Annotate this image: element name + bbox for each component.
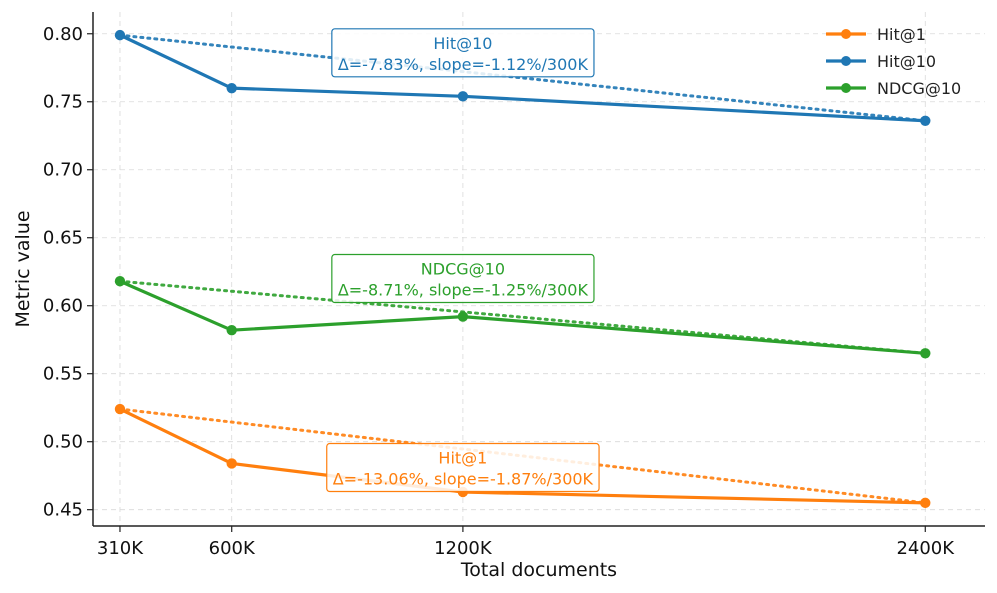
annotation-box	[331, 253, 595, 304]
x-tick-label: 310K	[97, 538, 144, 559]
annotation-hit-10: Hit@10 Δ=-7.83%, slope=-1.12%/300K	[331, 28, 595, 78]
trend-line-hit-10	[118, 33, 927, 123]
y-tick-label: 0.45	[43, 500, 83, 521]
legend-label: NDCG@10	[877, 79, 961, 98]
data-point-hit-10	[114, 29, 126, 41]
y-tick-label: 0.80	[43, 24, 83, 45]
annotation-ndcg-10: NDCG@10 Δ=-8.71%, slope=-1.25%/300K	[331, 253, 595, 304]
legend-entry-ndcg-10: NDCG@10	[826, 79, 961, 98]
data-point-hit-1	[114, 403, 126, 415]
y-axis-title: Metric value	[12, 210, 34, 327]
annotation-text: Δ=-7.83%, slope=-1.12%/300K	[338, 55, 589, 74]
annotation-hit-1: Hit@1 Δ=-13.06%, slope=-1.87%/300K	[326, 442, 600, 493]
annotations: Hit@1 Δ=-13.06%, slope=-1.87%/300K Hit@10 Δ…	[326, 28, 600, 493]
y-tick-label: 0.65	[43, 228, 83, 249]
legend-entry-hit-10: Hit@10	[826, 52, 936, 71]
data-point-hit-1	[920, 497, 931, 509]
legend: Hit@1 Hit@10 NDCG@10	[826, 25, 961, 98]
series-line-ndcg-10	[119, 279, 926, 355]
x-tick-label: 2400K	[896, 538, 955, 559]
data-point-ndcg-10	[114, 276, 126, 287]
legend-label: Hit@10	[877, 52, 936, 71]
data-point-ndcg-10	[457, 311, 469, 322]
x-tick-label: 1200K	[434, 538, 493, 559]
y-tick-label: 0.70	[43, 160, 83, 181]
x-tick-label: 600K	[209, 538, 256, 559]
y-tick-label: 0.50	[43, 432, 83, 453]
legend-entry-hit-1: Hit@1	[826, 25, 926, 44]
annotation-text: Δ=-8.71%, slope=-1.25%/300K	[338, 281, 589, 300]
annotation-title: Hit@10	[433, 34, 492, 53]
axes	[92, 12, 985, 527]
legend-swatch-marker	[841, 29, 851, 39]
data-point-hit-10	[226, 82, 237, 94]
data-point-hit-10	[920, 115, 931, 126]
data-point-ndcg-10	[920, 348, 931, 359]
annotation-box	[326, 442, 600, 493]
legend-swatch-marker	[841, 56, 851, 66]
y-tick-label: 0.55	[43, 364, 83, 385]
annotation-title: NDCG@10	[421, 260, 505, 279]
y-ticks: 0.45 0.50 0.55 0.60 0.65 0.70 0.75 0.80	[43, 24, 93, 521]
x-axis-title: Total documents	[460, 559, 617, 581]
legend-swatch-marker	[841, 83, 851, 93]
x-ticks: 310K 600K 1200K 2400K	[97, 526, 955, 559]
series-line-hit-10	[119, 33, 926, 123]
data-point-ndcg-10	[226, 324, 237, 336]
data-point-hit-10	[457, 91, 469, 102]
y-tick-label: 0.75	[43, 92, 83, 113]
annotation-text: Δ=-13.06%, slope=-1.87%/300K	[333, 470, 594, 489]
annotation-box	[331, 28, 595, 78]
y-tick-label: 0.60	[43, 296, 83, 317]
legend-label: Hit@1	[877, 25, 926, 44]
annotation-title: Hit@1	[438, 449, 487, 468]
data-point-hit-1	[226, 458, 237, 469]
